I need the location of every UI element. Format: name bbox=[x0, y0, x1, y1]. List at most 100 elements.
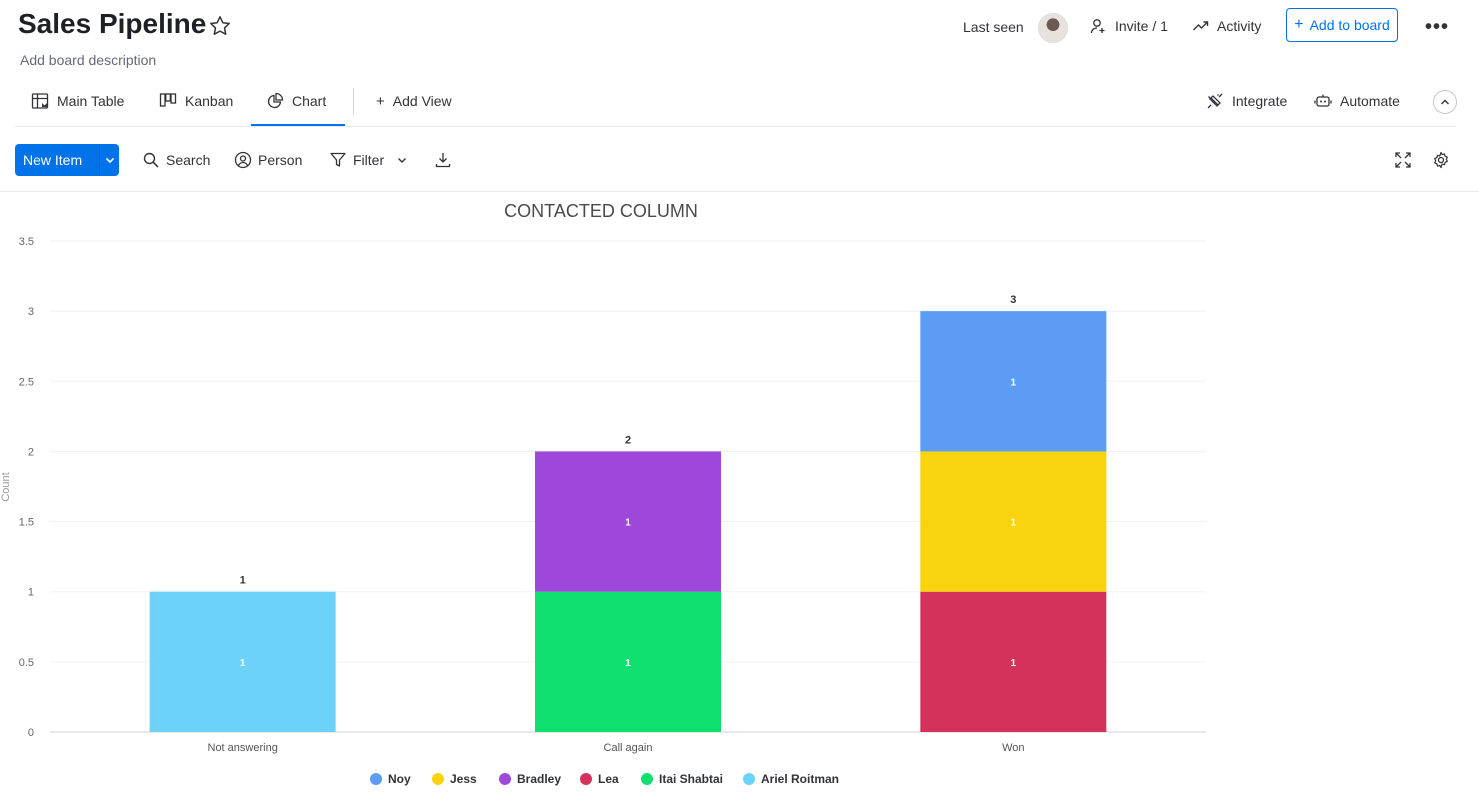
invite-label: Invite / 1 bbox=[1115, 18, 1168, 34]
last-seen-label: Last seen bbox=[963, 19, 1024, 35]
board-title[interactable]: Sales Pipeline bbox=[18, 8, 207, 39]
bar-segment[interactable] bbox=[535, 451, 721, 592]
legend-label: Noy bbox=[388, 772, 411, 786]
divider bbox=[99, 144, 100, 176]
settings-button[interactable] bbox=[1432, 150, 1450, 170]
person-icon bbox=[234, 151, 252, 169]
legend-dot bbox=[641, 773, 653, 785]
chevron-down-icon[interactable] bbox=[396, 154, 408, 166]
legend-label: Ariel Roitman bbox=[761, 772, 840, 786]
search-button[interactable]: Search bbox=[142, 150, 210, 170]
segment-value-label: 1 bbox=[1011, 518, 1017, 529]
invite-button[interactable]: Invite / 1 bbox=[1089, 17, 1168, 35]
tab-label: Kanban bbox=[185, 93, 234, 109]
bar-segment[interactable] bbox=[920, 311, 1107, 452]
legend-label: Bradley bbox=[517, 772, 562, 786]
segment-value-label: 1 bbox=[1011, 658, 1017, 669]
tab-chart[interactable]: Chart bbox=[266, 88, 326, 114]
automate-button[interactable]: Automate bbox=[1314, 88, 1400, 114]
segment-value-label: 1 bbox=[625, 658, 631, 669]
y-tick-label: 3.5 bbox=[19, 236, 34, 248]
y-tick-label: 1.5 bbox=[19, 517, 34, 529]
robot-icon bbox=[1314, 94, 1332, 107]
collapse-header-button[interactable] bbox=[1433, 90, 1457, 114]
bar-segment[interactable] bbox=[535, 591, 721, 732]
filter-button[interactable]: Filter bbox=[329, 150, 408, 170]
star-icon[interactable] bbox=[208, 14, 232, 38]
pie-chart-icon bbox=[267, 92, 284, 109]
segment-value-label: 1 bbox=[625, 518, 631, 529]
plus-icon: + bbox=[1294, 16, 1304, 33]
integrate-label: Integrate bbox=[1232, 93, 1288, 109]
chevron-down-icon[interactable] bbox=[100, 154, 119, 166]
legend-item-ariel-roitman[interactable]: Ariel Roitman bbox=[743, 770, 839, 788]
legend-item-jess[interactable]: Jess bbox=[432, 770, 477, 788]
legend-dot bbox=[370, 773, 382, 785]
y-tick-label: 0 bbox=[28, 727, 34, 739]
fullscreen-button[interactable] bbox=[1394, 150, 1412, 170]
add-view-button[interactable]: + Add View bbox=[376, 88, 452, 114]
chart-title: CONTACTED COLUMN bbox=[504, 201, 698, 221]
add-to-board-button[interactable]: + Add to board bbox=[1286, 8, 1398, 42]
bars bbox=[149, 311, 1107, 732]
segment-value-label: 1 bbox=[240, 658, 246, 669]
labels: 0 0.5 1 1.5 2 2.5 3 3.5 1 1 Not answering 1 1 2 Call a… bbox=[19, 236, 1025, 754]
gear-icon bbox=[1434, 151, 1448, 169]
bar-segment[interactable] bbox=[920, 451, 1107, 592]
x-tick-label: Call again bbox=[604, 742, 653, 754]
activity-button[interactable]: Activity bbox=[1192, 17, 1261, 35]
search-icon bbox=[143, 152, 159, 168]
search-label: Search bbox=[166, 152, 211, 168]
y-tick-label: 1 bbox=[28, 587, 34, 599]
new-item-button[interactable]: New Item bbox=[15, 144, 119, 176]
tab-label: Main Table bbox=[57, 93, 125, 109]
tab-label: Chart bbox=[292, 93, 327, 109]
trend-icon bbox=[1193, 21, 1209, 31]
kanban-icon bbox=[159, 93, 177, 107]
active-tab-indicator bbox=[251, 124, 345, 126]
bar-total-label: 3 bbox=[1010, 294, 1016, 306]
bar-segment[interactable] bbox=[920, 591, 1107, 732]
legend-item-lea[interactable]: Lea bbox=[580, 770, 619, 788]
plug-icon bbox=[1207, 93, 1223, 109]
legend-item-bradley[interactable]: Bradley bbox=[499, 770, 561, 788]
person-label: Person bbox=[258, 152, 303, 168]
y-tick-label: 0.5 bbox=[19, 657, 34, 669]
stacked-bar-chart: CONTACTED COLUMN Count 0 0.5 1 1.5 2 2.5 3 3.5 1… bbox=[0, 201, 1206, 754]
y-axis-label: Count bbox=[0, 472, 12, 501]
avatar[interactable] bbox=[1038, 13, 1068, 43]
bar-segment[interactable] bbox=[149, 591, 336, 732]
filter-label: Filter bbox=[353, 152, 385, 168]
fullscreen-icon bbox=[1395, 152, 1411, 168]
automate-label: Automate bbox=[1340, 93, 1400, 109]
chevron-up-icon bbox=[1441, 99, 1449, 105]
legend-label: Itai Shabtai bbox=[659, 772, 724, 786]
tab-main-table[interactable]: Main Table bbox=[31, 88, 124, 114]
person-filter-button[interactable]: Person bbox=[234, 150, 302, 170]
legend-item-itai-shabtai[interactable]: Itai Shabtai bbox=[641, 770, 723, 788]
legend-label: Jess bbox=[450, 772, 477, 786]
person-add-icon bbox=[1090, 19, 1105, 34]
add-to-board-label: Add to board bbox=[1309, 17, 1390, 33]
plus-icon: + bbox=[376, 92, 385, 110]
new-item-label: New Item bbox=[23, 152, 83, 168]
more-options-icon[interactable]: ••• bbox=[1425, 16, 1450, 38]
legend-dot bbox=[499, 773, 511, 785]
x-tick-label: Won bbox=[1002, 742, 1024, 754]
segment-value-label: 1 bbox=[1011, 377, 1017, 388]
tab-divider bbox=[353, 88, 354, 116]
legend-dot bbox=[580, 773, 592, 785]
export-button[interactable] bbox=[434, 150, 452, 170]
y-tick-label: 2 bbox=[28, 446, 34, 458]
toolbar-divider bbox=[0, 191, 1479, 192]
add-view-label: Add View bbox=[392, 93, 452, 109]
board-description[interactable]: Add board description bbox=[20, 52, 157, 68]
legend-dot bbox=[432, 773, 444, 785]
tab-kanban[interactable]: Kanban bbox=[159, 88, 233, 114]
y-tick-label: 2.5 bbox=[19, 376, 34, 388]
integrate-button[interactable]: Integrate bbox=[1206, 88, 1287, 114]
tabs-divider bbox=[15, 126, 1456, 127]
bar-total-label: 1 bbox=[240, 575, 246, 587]
download-icon bbox=[435, 153, 451, 168]
legend-item-noy[interactable]: Noy bbox=[370, 770, 411, 788]
